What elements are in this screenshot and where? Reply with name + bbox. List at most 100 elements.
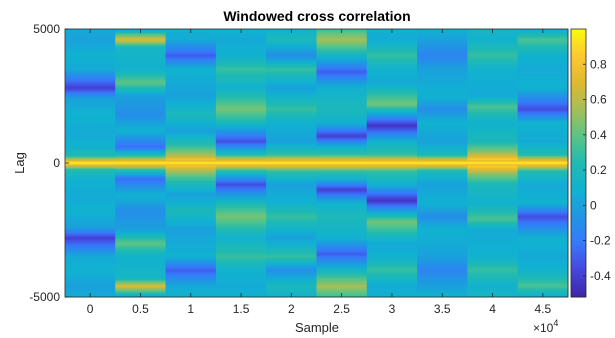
heatmap-cell: [467, 56, 519, 58]
heatmap-cell: [65, 268, 116, 270]
heatmap-cell: [517, 235, 569, 237]
heatmap-cell: [266, 282, 317, 284]
heatmap-cell: [165, 161, 217, 163]
heatmap-cell: [266, 49, 317, 51]
heatmap-cell: [215, 91, 267, 93]
heatmap-cell: [115, 100, 166, 102]
heatmap-cell: [517, 178, 569, 180]
heatmap-cell: [417, 150, 468, 153]
heatmap-cell: [215, 63, 267, 65]
heatmap-cell: [316, 279, 368, 281]
heatmap-cell: [165, 190, 217, 192]
heatmap-cell: [366, 231, 418, 233]
heatmap-cell: [517, 140, 569, 142]
heatmap-cell: [467, 91, 519, 94]
heatmap-cell: [467, 152, 519, 154]
heatmap-cell: [517, 33, 569, 35]
heatmap-cell: [115, 69, 166, 71]
heatmap-cell: [65, 248, 116, 250]
heatmap-cell: [266, 46, 317, 48]
colorbar-swatch: [571, 55, 586, 58]
heatmap-cell: [115, 120, 166, 122]
heatmap-cell: [215, 131, 267, 133]
heatmap-cell: [215, 166, 267, 168]
heatmap-cell: [165, 258, 217, 260]
heatmap-cell: [417, 154, 468, 156]
heatmap-cell: [215, 43, 267, 45]
heatmap-cell: [65, 193, 116, 195]
heatmap-cell: [115, 175, 166, 177]
heatmap-cell: [517, 104, 569, 106]
heatmap-cell: [517, 179, 569, 181]
heatmap-cell: [366, 215, 418, 217]
heatmap-cell: [215, 167, 267, 169]
heatmap-cell: [366, 128, 418, 130]
heatmap-cell: [215, 39, 267, 41]
heatmap-cell: [417, 273, 468, 275]
colorbar-swatch: [571, 29, 586, 32]
heatmap-cell: [366, 89, 418, 91]
heatmap-cell: [165, 171, 217, 173]
heatmap-cell: [467, 107, 519, 109]
heatmap-cell: [165, 232, 217, 234]
heatmap-cell: [316, 230, 368, 232]
heatmap-cell: [316, 184, 368, 186]
heatmap-cell: [467, 242, 519, 244]
heatmap-cell: [215, 130, 267, 132]
heatmap-cell: [65, 67, 116, 69]
heatmap-cell: [417, 201, 468, 203]
heatmap-cell: [316, 134, 368, 136]
heatmap-cell: [215, 240, 267, 242]
heatmap-cell: [65, 227, 116, 230]
colorbar-swatch: [571, 147, 586, 150]
heatmap-cell: [115, 266, 166, 268]
heatmap-cell: [316, 289, 368, 291]
heatmap-cell: [65, 36, 116, 38]
heatmap-cell: [65, 203, 116, 205]
heatmap-cell: [316, 175, 368, 177]
heatmap-cell: [266, 144, 317, 146]
heatmap-cell: [215, 158, 267, 160]
heatmap-cell: [65, 65, 116, 67]
heatmap-cell: [517, 221, 569, 223]
heatmap-cell: [165, 254, 217, 256]
heatmap-cell: [165, 257, 217, 259]
heatmap-cell: [417, 87, 468, 90]
heatmap-cell: [215, 147, 267, 149]
heatmap-cell: [65, 153, 116, 155]
heatmap-cell: [517, 288, 569, 291]
heatmap-cell: [215, 261, 267, 263]
heatmap-cell: [517, 234, 569, 236]
heatmap-cell: [517, 212, 569, 214]
heatmap-cell: [467, 271, 519, 273]
heatmap-cell: [366, 72, 418, 74]
heatmap-cell: [417, 234, 468, 236]
heatmap-cell: [366, 246, 418, 248]
heatmap-cell: [115, 275, 166, 277]
heatmap-cell: [366, 196, 418, 198]
heatmap-cell: [316, 206, 368, 208]
heatmap-cell: [417, 200, 468, 202]
heatmap-cell: [417, 274, 468, 276]
heatmap-cell: [215, 291, 267, 293]
heatmap-cell: [165, 158, 217, 161]
heatmap-cell: [517, 185, 569, 187]
heatmap-cell: [417, 186, 468, 188]
heatmap-cell: [517, 39, 569, 41]
heatmap-cell: [215, 173, 267, 175]
heatmap-cell: [215, 125, 267, 127]
heatmap-cell: [115, 74, 166, 76]
heatmap-cell: [467, 266, 519, 268]
heatmap-cell: [517, 108, 569, 110]
heatmap-cell: [517, 132, 569, 134]
heatmap-cell: [266, 169, 317, 171]
heatmap-cell: [366, 239, 418, 241]
heatmap-cell: [467, 144, 519, 146]
heatmap-cell: [165, 124, 217, 126]
heatmap-cell: [517, 142, 569, 144]
colorbar-swatch: [571, 119, 586, 122]
heatmap-cell: [467, 192, 519, 194]
heatmap-cell: [115, 193, 166, 195]
heatmap-cell: [215, 222, 267, 224]
